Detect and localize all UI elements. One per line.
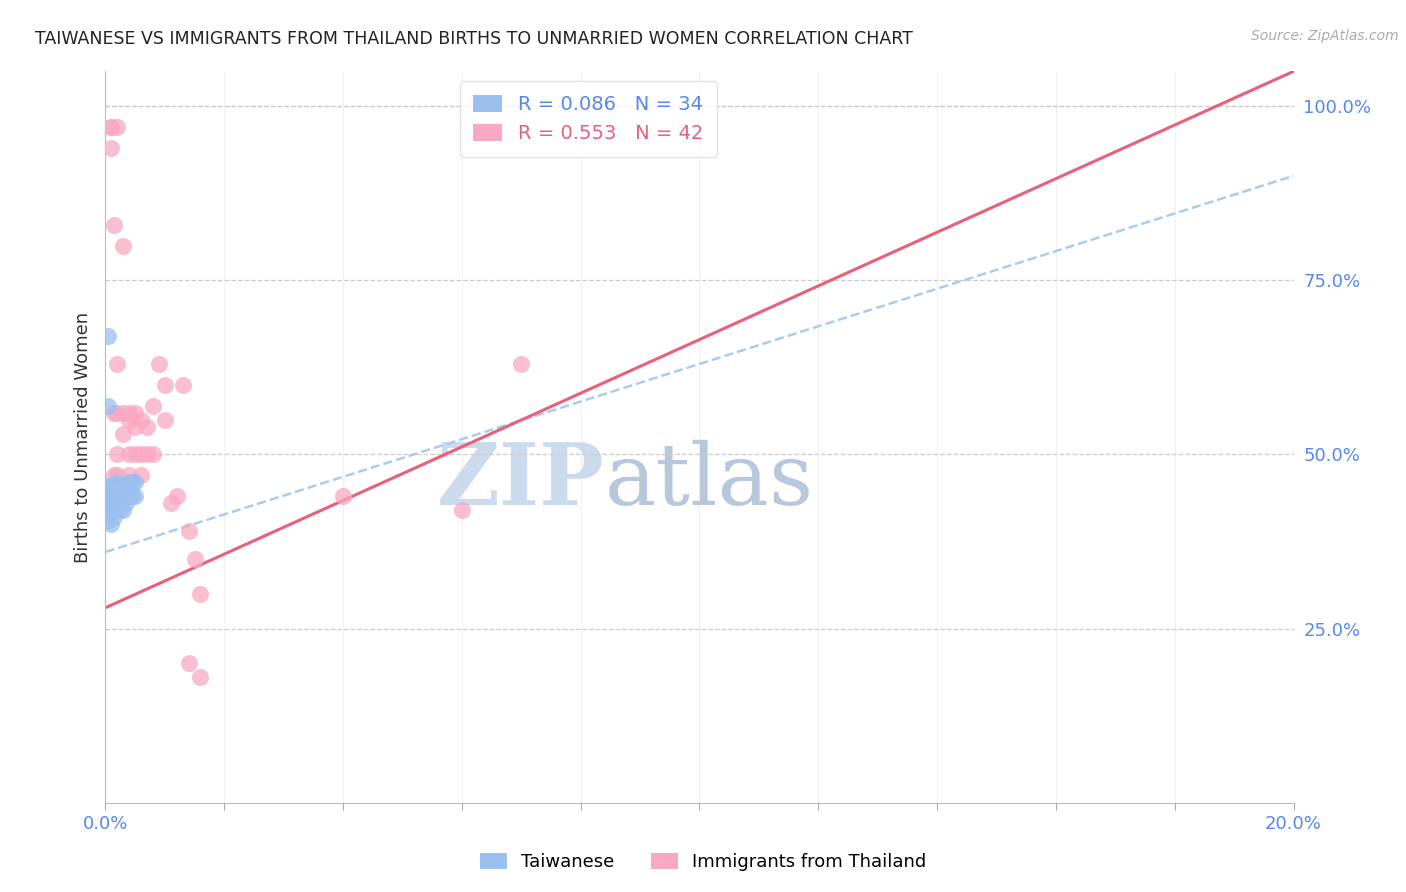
- Point: [166, 489, 188, 503]
- Point: [118, 412, 141, 426]
- Point: [172, 377, 194, 392]
- Point: [103, 485, 125, 500]
- Point: [97, 514, 120, 528]
- Point: [110, 489, 132, 503]
- Point: [100, 489, 122, 503]
- Text: TAIWANESE VS IMMIGRANTS FROM THAILAND BIRTHS TO UNMARRIED WOMEN CORRELATION CHAR: TAIWANESE VS IMMIGRANTS FROM THAILAND BI…: [35, 30, 912, 48]
- Text: atlas: atlas: [605, 440, 814, 523]
- Legend: Taiwanese, Immigrants from Thailand: Taiwanese, Immigrants from Thailand: [472, 846, 934, 879]
- Point: [136, 448, 159, 462]
- Point: [105, 357, 128, 371]
- Point: [129, 412, 152, 426]
- Point: [148, 357, 170, 371]
- Point: [115, 496, 138, 510]
- Point: [177, 657, 200, 671]
- Point: [103, 468, 125, 483]
- Point: [100, 120, 122, 134]
- Point: [142, 399, 165, 413]
- Point: [100, 141, 122, 155]
- Point: [124, 475, 146, 490]
- Point: [97, 492, 120, 507]
- Point: [105, 468, 128, 483]
- Point: [100, 496, 122, 510]
- Point: [112, 479, 135, 493]
- Point: [105, 448, 128, 462]
- Point: [118, 475, 141, 490]
- Point: [112, 489, 135, 503]
- Point: [103, 510, 125, 524]
- Point: [103, 406, 125, 420]
- Y-axis label: Births to Unmarried Women: Births to Unmarried Women: [73, 311, 91, 563]
- Point: [103, 479, 125, 493]
- Point: [118, 406, 141, 420]
- Point: [124, 489, 146, 503]
- Point: [110, 483, 132, 497]
- Text: ZIP: ZIP: [437, 439, 605, 523]
- Point: [105, 406, 128, 420]
- Point: [121, 489, 143, 503]
- Point: [118, 468, 141, 483]
- Point: [129, 448, 152, 462]
- Point: [332, 489, 354, 503]
- Point: [142, 448, 165, 462]
- Point: [159, 496, 181, 510]
- Point: [136, 419, 159, 434]
- Point: [100, 517, 122, 532]
- Point: [105, 475, 128, 490]
- Point: [100, 479, 122, 493]
- Point: [124, 406, 146, 420]
- Point: [115, 483, 138, 497]
- Point: [124, 448, 146, 462]
- Point: [97, 399, 120, 413]
- Point: [103, 496, 125, 510]
- Point: [112, 238, 135, 252]
- Point: [97, 503, 120, 517]
- Point: [177, 524, 200, 538]
- Point: [100, 485, 122, 500]
- Point: [105, 492, 128, 507]
- Text: Source: ZipAtlas.com: Source: ZipAtlas.com: [1251, 29, 1399, 43]
- Point: [97, 485, 120, 500]
- Point: [124, 419, 146, 434]
- Point: [510, 357, 533, 371]
- Point: [97, 479, 120, 493]
- Point: [112, 406, 135, 420]
- Point: [110, 503, 132, 517]
- Legend: R = 0.086   N = 34, R = 0.553   N = 42: R = 0.086 N = 34, R = 0.553 N = 42: [460, 81, 717, 157]
- Point: [153, 412, 176, 426]
- Point: [97, 329, 120, 343]
- Point: [129, 468, 152, 483]
- Point: [103, 218, 125, 232]
- Point: [105, 120, 128, 134]
- Point: [190, 670, 212, 684]
- Point: [118, 489, 141, 503]
- Point: [105, 483, 128, 497]
- Point: [121, 475, 143, 490]
- Point: [183, 552, 205, 566]
- Point: [112, 503, 135, 517]
- Point: [190, 587, 212, 601]
- Point: [100, 120, 122, 134]
- Point: [100, 503, 122, 517]
- Point: [450, 503, 472, 517]
- Point: [112, 426, 135, 441]
- Point: [118, 448, 141, 462]
- Point: [153, 377, 176, 392]
